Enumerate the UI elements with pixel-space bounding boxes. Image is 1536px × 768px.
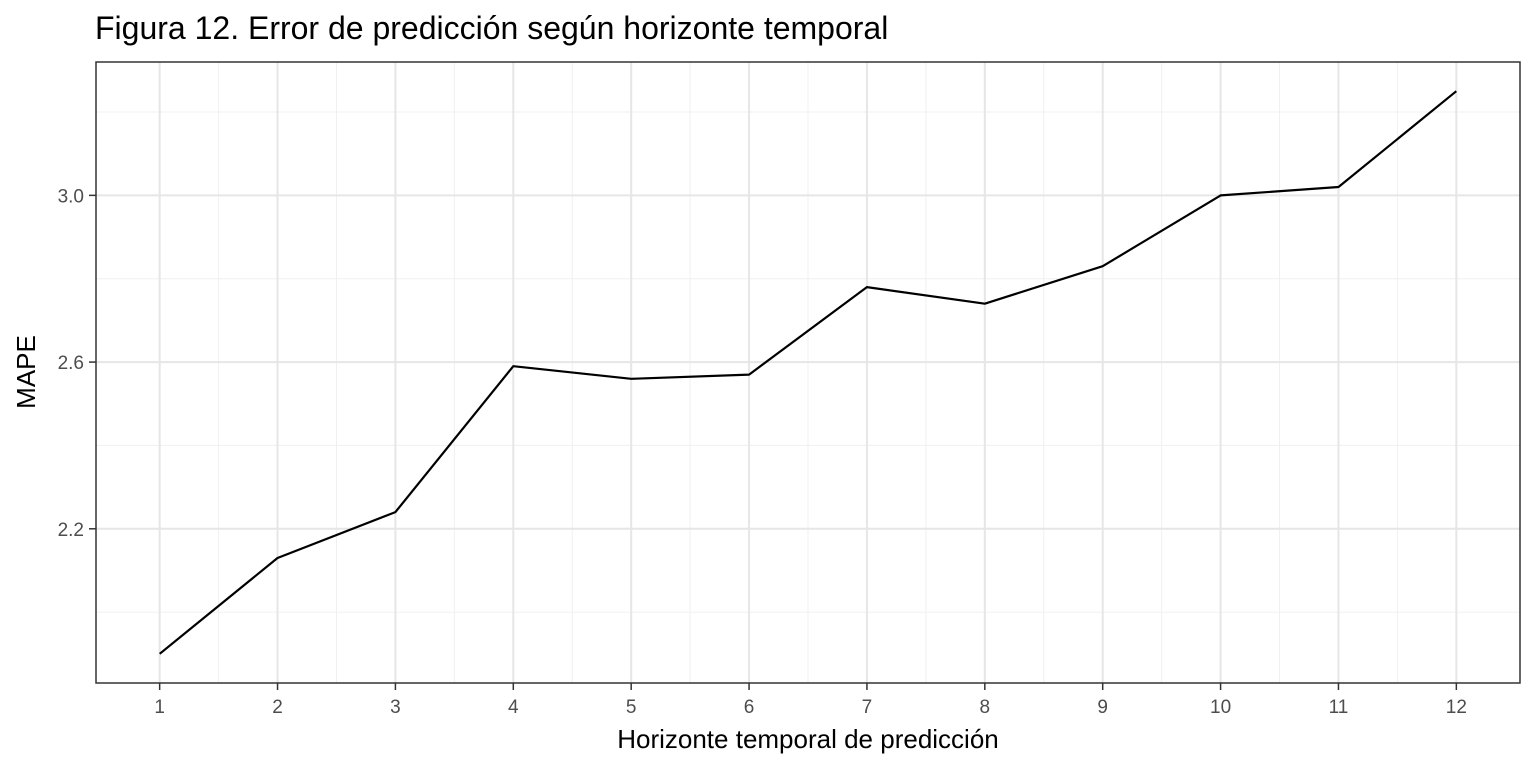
panel-border bbox=[95, 61, 1521, 684]
x-tick-label: 7 bbox=[862, 697, 873, 718]
x-tick-label: 5 bbox=[626, 697, 637, 718]
y-axis: 2.2 2.6 3.0 bbox=[58, 186, 96, 541]
series-layer bbox=[159, 90, 1457, 655]
x-tick-label: 8 bbox=[980, 697, 991, 718]
x-tick-label: 6 bbox=[744, 697, 755, 718]
x-tick-label: 4 bbox=[508, 697, 519, 718]
y-tick-label: 2.2 bbox=[58, 520, 84, 541]
y-tick-label: 3.0 bbox=[58, 186, 84, 207]
y-tick-label: 2.6 bbox=[58, 353, 84, 374]
x-tick-label: 10 bbox=[1210, 697, 1231, 718]
x-tick-label: 11 bbox=[1329, 697, 1349, 718]
series-line bbox=[159, 90, 1457, 655]
y-axis-title: MAPE bbox=[11, 335, 41, 409]
x-tick-label: 9 bbox=[1097, 697, 1108, 718]
x-axis-title: Horizonte temporal de predicción bbox=[617, 724, 999, 754]
x-tick-label: 2 bbox=[272, 697, 283, 718]
grid bbox=[96, 62, 1520, 683]
x-tick-label: 12 bbox=[1446, 697, 1467, 718]
x-axis: 1 2 3 4 5 6 7 8 9 10 11 12 bbox=[154, 683, 1467, 718]
chart-title: Figura 12. Error de predicción según hor… bbox=[95, 10, 888, 46]
x-tick-label: 1 bbox=[154, 697, 165, 718]
x-tick-label: 3 bbox=[390, 697, 401, 718]
